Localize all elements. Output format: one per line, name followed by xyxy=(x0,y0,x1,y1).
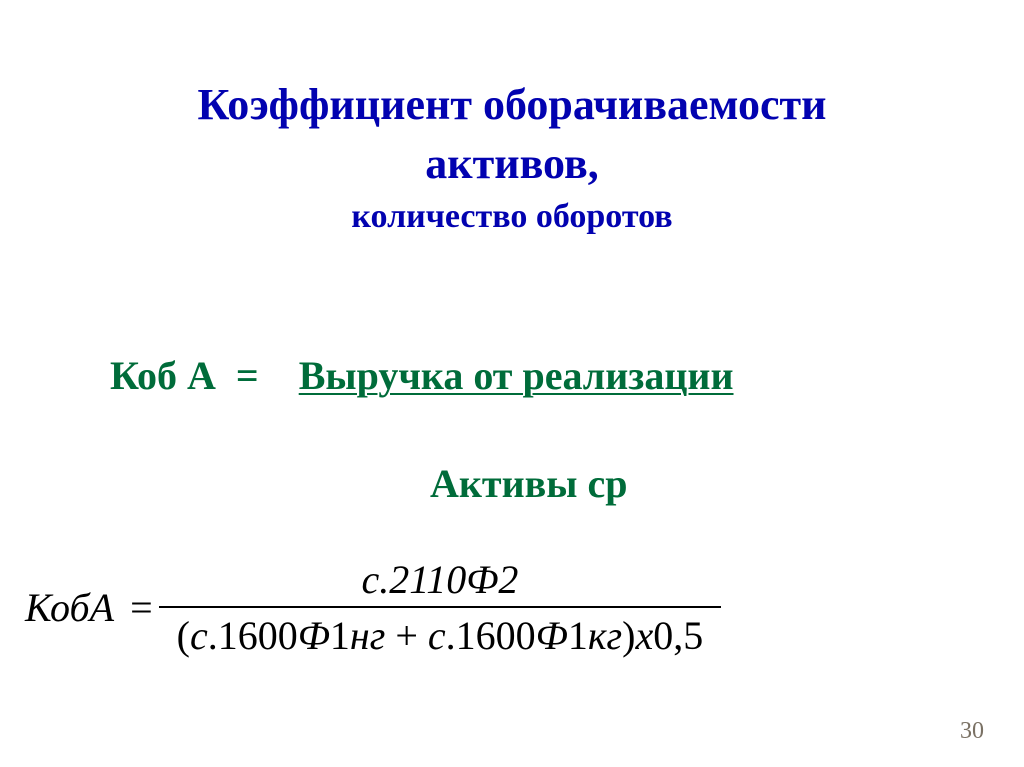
math-den-t1-F: Ф xyxy=(298,613,330,658)
word-formula-lhs: Коб А xyxy=(110,353,216,398)
math-den-open: ( xyxy=(177,613,190,658)
math-fraction: с.2110Ф2 (с.1600Ф1нг + с.1600Ф1кг)х0,5 xyxy=(159,556,722,660)
word-formula-equals: = xyxy=(236,353,259,398)
math-denominator: (с.1600Ф1нг + с.1600Ф1кг)х0,5 xyxy=(159,608,722,660)
math-den-plus: + xyxy=(395,613,418,658)
slide-title-block: Коэффициент оборачиваемости активов, кол… xyxy=(0,0,1024,240)
math-numerator: с.2110Ф2 xyxy=(331,556,548,606)
math-den-t2-num: .1600 xyxy=(446,613,536,658)
word-formula-numerator: Выручка от реализации xyxy=(299,353,734,398)
word-formula-denominator: Активы ср xyxy=(430,457,1024,511)
math-den-t2-suf: кг xyxy=(588,613,622,658)
math-den-t1-c: с xyxy=(190,613,208,658)
math-den-t1-num: .1600 xyxy=(208,613,298,658)
math-numerator-text: с.2110Ф2 xyxy=(361,557,518,602)
math-den-t2-c: с xyxy=(428,613,446,658)
math-den-close: ) xyxy=(622,613,635,658)
math-den-x: х xyxy=(636,613,654,658)
title-subline: количество оборотов xyxy=(0,194,1024,240)
math-formula: КобА = с.2110Ф2 (с.1600Ф1нг + с.1600Ф1кг… xyxy=(0,556,1024,660)
math-den-t1-one: 1 xyxy=(330,613,350,658)
math-den-const: 0,5 xyxy=(653,613,703,658)
math-equals: = xyxy=(124,584,159,631)
math-lhs: КобА xyxy=(25,584,124,631)
math-den-t2-F: Ф xyxy=(536,613,568,658)
title-line-1: Коэффициент оборачиваемости xyxy=(0,75,1024,134)
title-line-2: активов, xyxy=(0,134,1024,193)
math-den-t2-one: 1 xyxy=(568,613,588,658)
math-den-t1-suf: нг xyxy=(350,613,385,658)
page-number: 30 xyxy=(960,718,984,745)
word-formula: Коб А = Выручка от реализации Активы ср xyxy=(0,295,1024,511)
